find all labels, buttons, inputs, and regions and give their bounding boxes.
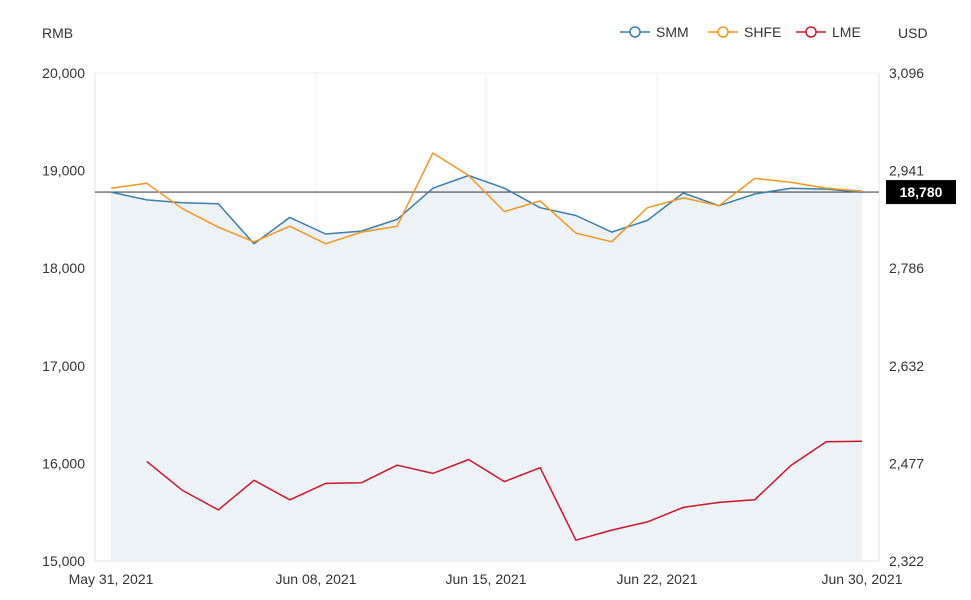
x-tick-label: May 31, 2021 [69,571,154,587]
legend-label-smm: SMM [656,24,689,40]
x-tick-label: Jun 30, 2021 [822,571,903,587]
reference-value-badge: 18,780 [886,180,956,205]
right-axis-unit: USD [898,25,928,41]
right-y-tick-label: 2,786 [889,260,924,276]
legend-marker-smm [629,26,641,38]
left-y-tick-label: 20,000 [42,65,85,81]
legend-marker-lme [805,26,817,38]
x-tick-label: Jun 15, 2021 [446,571,527,587]
smm-area [111,175,862,561]
series-line-smm[interactable] [110,174,863,245]
legend-label-lme: LME [832,24,861,40]
series-lines [110,152,863,541]
left-y-tick-label: 16,000 [42,455,85,471]
legend-label-shfe: SHFE [744,24,781,40]
x-tick-label: Jun 22, 2021 [617,571,698,587]
legend-marker-shfe [717,26,729,38]
right-y-tick-label: 3,096 [889,65,924,81]
legend-item-shfe[interactable]: SHFE [708,24,781,40]
right-y-tick-label: 2,632 [889,358,924,374]
x-tick-label: Jun 08, 2021 [276,571,357,587]
left-axis-unit: RMB [42,25,73,41]
left-y-tick-label: 19,000 [42,163,85,179]
axes: 20,000 19,000 18,000 17,000 16,000 15,000 3,09… [42,65,924,587]
legend: SMM SHFE LME [620,24,861,40]
smm-area-fill [111,175,862,561]
right-y-tick-label: 2,477 [889,455,924,471]
series-line-lme[interactable] [146,440,863,541]
left-y-tick-label: 18,000 [42,260,85,276]
reference-value-label: 18,780 [900,184,943,200]
right-y-tick-label: 2,941 [889,163,924,179]
left-y-tick-label: 17,000 [42,358,85,374]
left-y-tick-label: 15,000 [42,553,85,569]
legend-item-smm[interactable]: SMM [620,24,689,40]
legend-item-lme[interactable]: LME [796,24,861,40]
right-y-tick-label: 2,322 [889,553,924,569]
series-line-shfe[interactable] [110,152,863,245]
